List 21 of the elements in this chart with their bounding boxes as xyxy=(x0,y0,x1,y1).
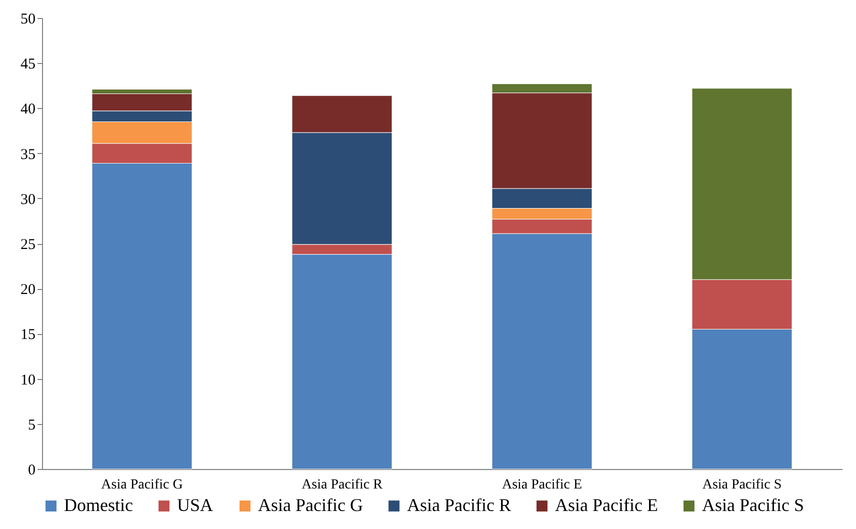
x-tick-label: Asia Pacific E xyxy=(502,478,582,492)
y-tick-label: 35 xyxy=(20,146,36,163)
y-tick-label: 5 xyxy=(28,417,36,434)
y-tick-label: 0 xyxy=(28,462,36,478)
x-tick-label: Asia Pacific G xyxy=(101,478,183,492)
y-tick-label: 40 xyxy=(20,102,36,118)
legend-label: USA xyxy=(177,495,214,515)
legend-label: Domestic xyxy=(64,495,133,515)
x-tick-label: Asia Pacific S xyxy=(702,478,782,492)
x-tick-label: Asia Pacific R xyxy=(302,478,384,492)
legend-label: Asia Pacific S xyxy=(702,495,804,515)
y-tick-label: 50 xyxy=(20,12,36,28)
legend-label: Asia Pacific E xyxy=(555,495,658,515)
y-tick-label: 45 xyxy=(20,56,36,73)
y-tick-label: 20 xyxy=(20,282,36,298)
y-tick-label: 30 xyxy=(20,192,36,208)
legend-label: Asia Pacific R xyxy=(407,495,511,515)
legend-label: Asia Pacific G xyxy=(258,495,363,515)
y-tick-label: 15 xyxy=(20,327,36,344)
y-tick-label: 25 xyxy=(20,237,36,253)
y-tick-label: 10 xyxy=(20,372,36,388)
